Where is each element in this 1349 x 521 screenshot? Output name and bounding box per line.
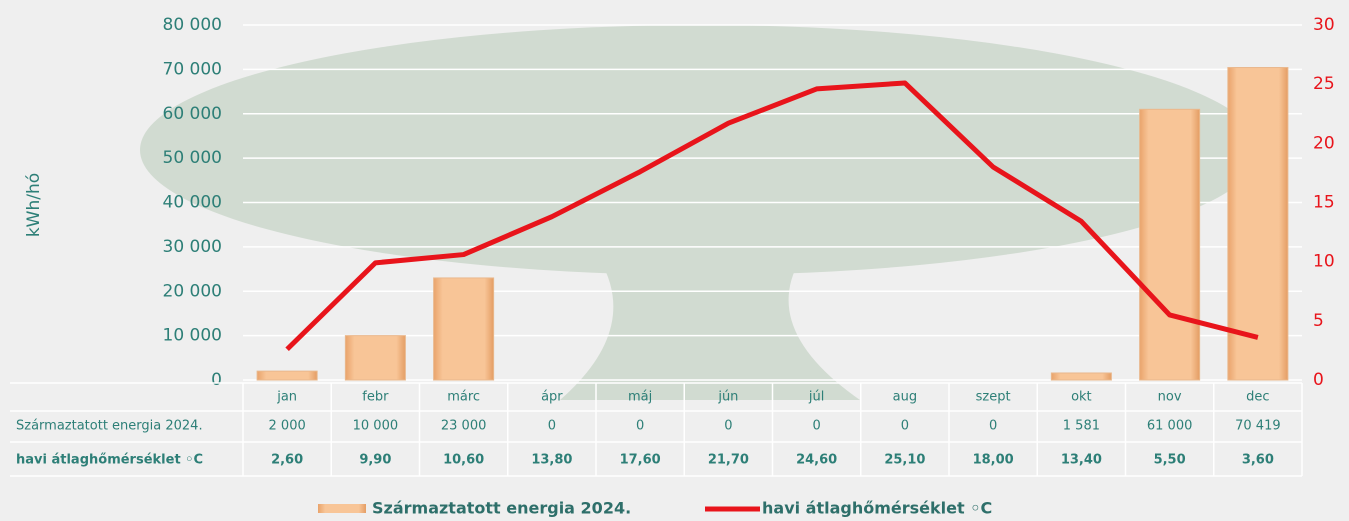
x-tick-label: nov — [1158, 390, 1182, 405]
y-tick-label: 40 000 — [163, 193, 222, 213]
bar — [1050, 372, 1112, 381]
table-cell: 5,50 — [1154, 453, 1186, 468]
y-axis-label: kWh/hó — [24, 173, 44, 237]
table-cell: 10 000 — [353, 419, 399, 434]
table-cell: 9,90 — [359, 453, 391, 468]
table-cell: 0 — [812, 419, 820, 434]
x-tick-label: febr — [362, 390, 389, 405]
table-cell: 0 — [548, 419, 556, 434]
table-cell: 10,60 — [443, 453, 484, 468]
y2-tick-label: 5 — [1313, 311, 1324, 331]
table-cell: 21,70 — [708, 453, 749, 468]
x-tick-label: júl — [808, 390, 824, 405]
table-cell: 17,60 — [620, 453, 661, 468]
bar — [344, 335, 406, 381]
x-tick-label: aug — [893, 390, 917, 405]
bar — [1227, 67, 1289, 381]
bar — [1139, 108, 1201, 381]
table-cell: 13,80 — [531, 453, 572, 468]
table-cell: 2 000 — [269, 419, 306, 434]
y-tick-label: 0 — [211, 370, 222, 390]
table-cell: 0 — [724, 419, 732, 434]
y-tick-label: 30 000 — [163, 237, 222, 257]
y2-tick-label: 15 — [1313, 193, 1335, 213]
table-cell: 13,40 — [1061, 453, 1102, 468]
table-cell: 0 — [901, 419, 909, 434]
x-tick-label: ápr — [541, 390, 563, 405]
table-cell: 0 — [989, 419, 997, 434]
x-tick-label: dec — [1246, 390, 1269, 405]
table-cell: 1 581 — [1063, 419, 1100, 434]
table-cell: 25,10 — [884, 453, 925, 468]
legend-label: havi átlaghőmérséklet ◦C — [762, 499, 992, 518]
table-cell: 24,60 — [796, 453, 837, 468]
y2-tick-label: 0 — [1313, 370, 1324, 390]
table-row-label: Származtatott energia 2024. — [16, 419, 203, 434]
y2-tick-label: 25 — [1313, 74, 1335, 94]
x-tick-label: okt — [1071, 390, 1092, 405]
legend-label: Származtatott energia 2024. — [372, 499, 631, 518]
table-cell: 23 000 — [441, 419, 487, 434]
table-row-label: havi átlaghőmérséklet ◦C — [16, 453, 203, 468]
table-cell: 3,60 — [1242, 453, 1274, 468]
table-cell: 0 — [636, 419, 644, 434]
y-tick-label: 80 000 — [163, 15, 222, 35]
x-tick-label: máj — [628, 390, 652, 405]
legend: Származtatott energia 2024. havi átlaghő… — [318, 499, 992, 518]
tree-watermark — [140, 25, 1260, 400]
y-tick-label: 50 000 — [163, 148, 222, 168]
table-cell: 2,60 — [271, 453, 303, 468]
x-tick-label: márc — [447, 390, 480, 405]
x-tick-label: jan — [276, 390, 297, 405]
x-tick-label: jún — [717, 390, 738, 405]
y-tick-label: 70 000 — [163, 59, 222, 79]
y-tick-label: 60 000 — [163, 104, 222, 124]
y-tick-label: 10 000 — [163, 326, 222, 346]
table-cell: 61 000 — [1147, 419, 1193, 434]
x-tick-label: szept — [976, 390, 1011, 405]
table-cell: 18,00 — [973, 453, 1014, 468]
y2-tick-label: 30 — [1313, 15, 1335, 35]
y2-tick-label: 10 — [1313, 252, 1335, 272]
line — [285, 80, 1259, 352]
y2-tick-label: 20 — [1313, 133, 1335, 153]
bar — [256, 370, 318, 381]
table-cell: 70 419 — [1235, 419, 1281, 434]
y-tick-label: 20 000 — [163, 281, 222, 301]
legend-swatch — [318, 504, 366, 513]
bar — [433, 277, 495, 381]
